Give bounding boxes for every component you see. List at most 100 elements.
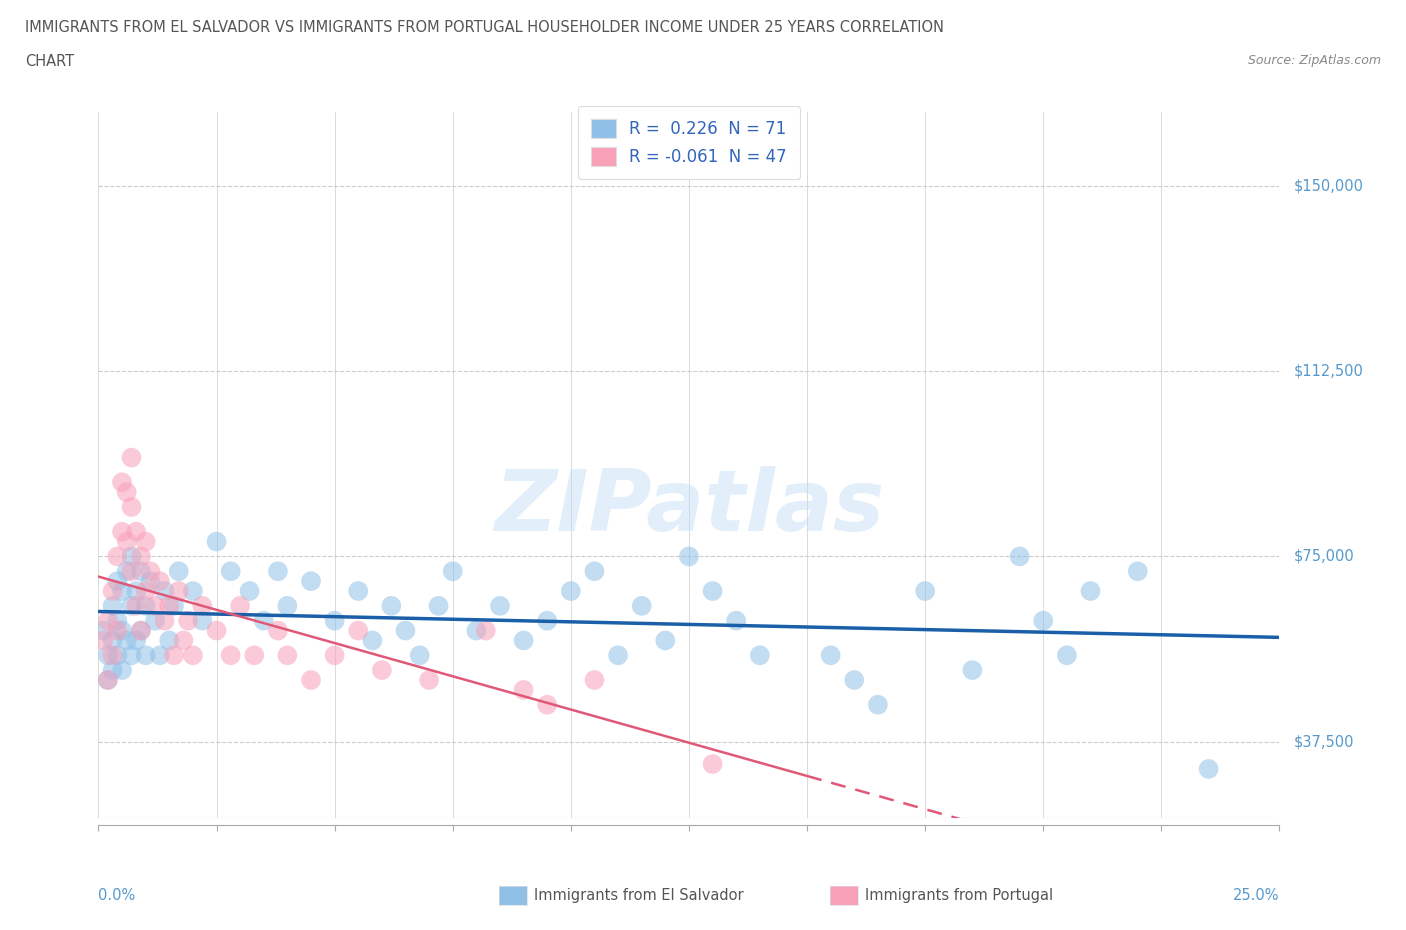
Point: [129, 623, 152, 638]
Point: [1126, 564, 1149, 578]
Point: [1056, 648, 1078, 663]
Point: [115, 534, 138, 549]
Point: [129, 564, 152, 578]
Text: Immigrants from El Salvador: Immigrants from El Salvador: [534, 888, 744, 903]
Point: [129, 549, 152, 564]
Point: [536, 698, 558, 712]
Legend: R =  0.226  N = 71, R = -0.061  N = 47: R = 0.226 N = 71, R = -0.061 N = 47: [578, 106, 800, 179]
Point: [702, 584, 724, 599]
Point: [111, 623, 134, 638]
Point: [408, 648, 430, 663]
Point: [91, 623, 114, 638]
Point: [267, 623, 290, 638]
Point: [105, 623, 128, 638]
Point: [512, 683, 534, 698]
Point: [125, 633, 148, 648]
Point: [1198, 762, 1220, 777]
Text: 25.0%: 25.0%: [1233, 887, 1279, 903]
Point: [149, 648, 172, 663]
Point: [121, 648, 143, 663]
Point: [239, 584, 262, 599]
Point: [149, 574, 172, 589]
Point: [253, 613, 276, 628]
Text: Source: ZipAtlas.com: Source: ZipAtlas.com: [1247, 54, 1381, 67]
Point: [111, 525, 134, 539]
Point: [101, 584, 124, 599]
Point: [121, 598, 143, 613]
Point: [111, 475, 134, 490]
Point: [820, 648, 842, 663]
Point: [167, 564, 190, 578]
Point: [101, 598, 124, 613]
Point: [115, 633, 138, 648]
Point: [153, 584, 176, 599]
Point: [101, 648, 124, 663]
Point: [91, 633, 114, 648]
Point: [143, 598, 166, 613]
Point: [125, 598, 148, 613]
Point: [1080, 584, 1102, 599]
Point: [371, 663, 394, 678]
Point: [121, 564, 143, 578]
Text: IMMIGRANTS FROM EL SALVADOR VS IMMIGRANTS FROM PORTUGAL HOUSEHOLDER INCOME UNDER: IMMIGRANTS FROM EL SALVADOR VS IMMIGRANT…: [25, 20, 945, 35]
Point: [115, 564, 138, 578]
Point: [97, 613, 120, 628]
Text: ZIPatlas: ZIPatlas: [494, 466, 884, 549]
Point: [121, 549, 143, 564]
Point: [630, 598, 652, 613]
Point: [111, 663, 134, 678]
Point: [177, 613, 200, 628]
Point: [844, 672, 866, 687]
Point: [394, 623, 416, 638]
Point: [135, 598, 157, 613]
Point: [361, 633, 384, 648]
Point: [191, 613, 214, 628]
Point: [105, 648, 128, 663]
Point: [111, 584, 134, 599]
Point: [163, 648, 186, 663]
Point: [229, 598, 252, 613]
Point: [607, 648, 630, 663]
Point: [121, 450, 143, 465]
Point: [536, 613, 558, 628]
Point: [441, 564, 464, 578]
Text: $112,500: $112,500: [1294, 364, 1364, 379]
Point: [299, 574, 322, 589]
Point: [243, 648, 266, 663]
Point: [323, 613, 346, 628]
Point: [678, 549, 700, 564]
Point: [512, 633, 534, 648]
Point: [135, 584, 157, 599]
Point: [914, 584, 936, 599]
Point: [725, 613, 748, 628]
Point: [101, 663, 124, 678]
Point: [560, 584, 582, 599]
Point: [347, 623, 370, 638]
Point: [105, 549, 128, 564]
Point: [181, 584, 204, 599]
Point: [748, 648, 770, 663]
Point: [97, 672, 120, 687]
Point: [163, 598, 186, 613]
Point: [276, 598, 298, 613]
Point: [125, 584, 148, 599]
Text: Immigrants from Portugal: Immigrants from Portugal: [865, 888, 1053, 903]
Point: [219, 648, 242, 663]
Point: [153, 613, 176, 628]
Point: [125, 525, 148, 539]
Point: [129, 623, 152, 638]
Point: [267, 564, 290, 578]
Point: [97, 648, 120, 663]
Point: [205, 534, 228, 549]
Text: $75,000: $75,000: [1294, 549, 1354, 564]
Point: [347, 584, 370, 599]
Point: [1032, 613, 1054, 628]
Point: [135, 534, 157, 549]
Point: [191, 598, 214, 613]
Point: [380, 598, 402, 613]
Text: 0.0%: 0.0%: [98, 887, 135, 903]
Point: [172, 633, 194, 648]
Point: [1008, 549, 1031, 564]
Point: [427, 598, 450, 613]
Point: [866, 698, 889, 712]
